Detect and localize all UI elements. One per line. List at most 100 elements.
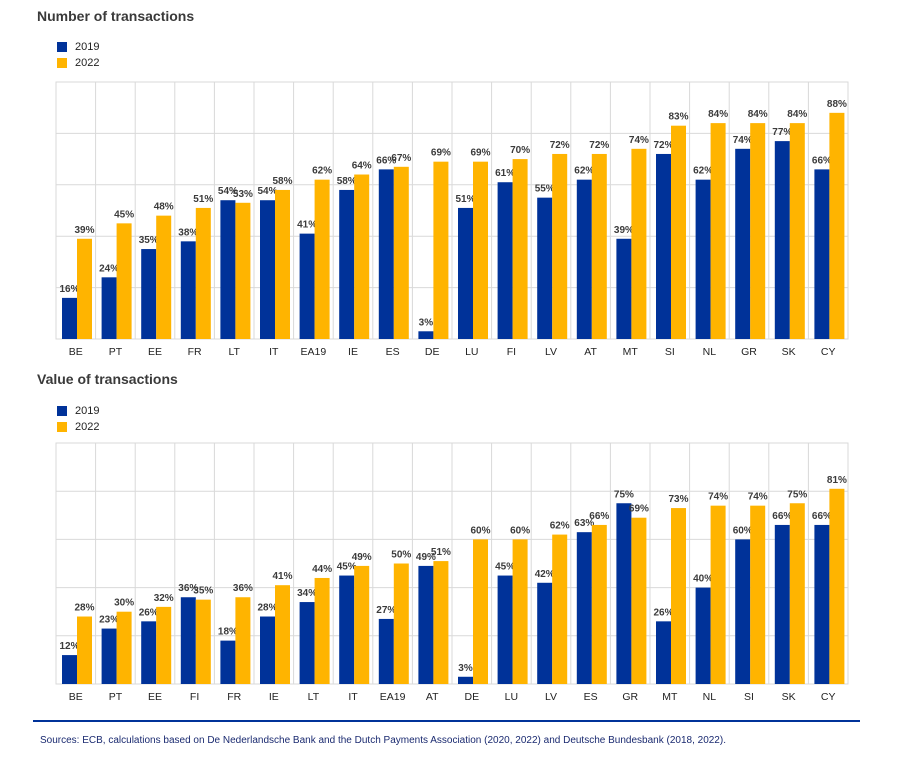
bar-2019-LV <box>537 582 553 684</box>
data-label-2019-FR: 38% <box>178 227 198 238</box>
data-label-2019-LT: 54% <box>218 186 238 197</box>
bar-2022-LT <box>235 202 251 339</box>
data-label-2022-ES: 67% <box>391 153 411 164</box>
x-tick-label-EA19: EA19 <box>301 346 327 358</box>
data-label-2019-LU: 51% <box>455 194 475 205</box>
bar-2019-LU <box>458 207 473 339</box>
bar-2019-SI <box>735 539 751 684</box>
data-label-2019-AT: 62% <box>574 166 594 177</box>
bar-2019-ES <box>378 169 394 339</box>
data-label-2019-DE: 3% <box>458 663 473 674</box>
x-tick-label-FR: FR <box>188 346 202 358</box>
data-label-2022-BE: 39% <box>74 225 94 236</box>
bar-2022-SI <box>750 505 766 684</box>
chart-number-of-transactions: 16%39%BE24%45%PT35%48%EE38%51%FR54%53%LT… <box>55 81 849 358</box>
data-label-2022-LU: 60% <box>510 525 530 536</box>
data-label-2022-FR: 51% <box>193 194 213 205</box>
data-label-2022-DE: 60% <box>470 525 490 536</box>
bar-2019-NL <box>695 179 711 339</box>
x-tick-label-EE: EE <box>148 691 162 703</box>
data-label-2019-GR: 74% <box>733 135 753 146</box>
data-label-2019-CY: 66% <box>812 511 832 522</box>
data-label-2022-LT: 53% <box>233 189 253 200</box>
data-label-2019-EE: 26% <box>139 607 159 618</box>
x-tick-label-CY: CY <box>821 691 836 703</box>
x-tick-label-DE: DE <box>425 346 440 358</box>
legend-label-2019: 2019 <box>75 41 100 53</box>
bar-2019-FI <box>497 182 513 339</box>
bar-2019-LU <box>497 575 513 684</box>
legend-swatch-2019 <box>57 42 67 52</box>
data-label-2022-FI: 35% <box>193 586 213 597</box>
data-label-2022-PT: 30% <box>114 598 134 609</box>
x-tick-label-BE: BE <box>69 346 83 358</box>
x-tick-label-LU: LU <box>505 691 518 703</box>
data-label-2022-EE: 48% <box>154 202 174 213</box>
data-label-2022-MT: 73% <box>668 494 688 505</box>
legend-item-2019: 2019 <box>57 403 99 419</box>
data-label-2022-LU: 69% <box>470 148 490 159</box>
x-tick-label-DE: DE <box>465 691 480 703</box>
data-label-2022-ES: 66% <box>589 511 609 522</box>
bar-2019-SI <box>656 153 671 339</box>
x-tick-label-FI: FI <box>190 691 199 703</box>
data-label-2022-EA19: 50% <box>391 550 411 561</box>
x-tick-label-EA19: EA19 <box>380 691 406 703</box>
bar-2022-MT <box>631 148 647 339</box>
bar-2019-AT <box>418 565 434 684</box>
data-label-2022-CY: 88% <box>827 99 847 110</box>
data-label-2022-CY: 81% <box>827 475 847 486</box>
bar-2022-IT <box>275 189 290 339</box>
bar-2022-NL <box>710 505 726 684</box>
chart-1-title: Number of transactions <box>37 8 195 24</box>
chart-value-of-transactions: 12%28%BE23%30%PT26%32%EE36%35%FI18%36%FR… <box>55 442 849 703</box>
bar-2019-AT <box>576 179 592 339</box>
bar-2022-GR <box>750 123 766 340</box>
bar-2022-FI <box>512 159 528 339</box>
bar-2022-LU <box>473 161 488 339</box>
data-label-2019-CY: 66% <box>812 155 832 166</box>
x-tick-label-AT: AT <box>426 691 439 703</box>
data-label-2019-MT: 39% <box>614 225 634 236</box>
x-tick-label-IE: IE <box>269 691 279 703</box>
data-label-2022-IE: 41% <box>272 571 292 582</box>
x-tick-label-SK: SK <box>782 346 796 358</box>
bar-2019-PT <box>101 277 117 339</box>
bar-2022-AT <box>433 561 449 684</box>
data-label-2019-AT: 49% <box>416 552 436 563</box>
data-label-2022-SI: 74% <box>748 492 768 503</box>
bar-2022-PT <box>116 223 132 339</box>
bar-2022-FR <box>195 207 211 339</box>
bar-2022-GR <box>631 517 647 684</box>
data-label-2019-EA19: 27% <box>376 605 396 616</box>
data-label-2019-EE: 35% <box>139 235 159 246</box>
data-label-2019-LT: 34% <box>297 588 317 599</box>
bar-2019-FI <box>180 597 196 684</box>
bar-2022-PT <box>116 611 132 684</box>
bar-2019-GR <box>735 148 751 339</box>
data-label-2022-AT: 51% <box>431 547 451 558</box>
data-label-2022-LV: 62% <box>550 521 570 532</box>
data-label-2019-GR: 75% <box>614 489 634 500</box>
x-tick-label-AT: AT <box>584 346 597 358</box>
x-tick-label-PT: PT <box>109 691 123 703</box>
bar-2019-ES <box>576 532 592 684</box>
bar-2022-FI <box>195 599 211 684</box>
data-label-2019-FI: 36% <box>178 583 198 594</box>
bar-2019-GR <box>616 503 632 684</box>
bar-2019-IT <box>260 200 275 339</box>
bar-2019-FR <box>180 241 196 339</box>
x-tick-label-IT: IT <box>348 691 358 703</box>
bar-2022-MT <box>671 508 686 684</box>
data-label-2022-DE: 69% <box>431 148 451 159</box>
bar-2019-PT <box>101 628 117 684</box>
data-label-2019-IE: 58% <box>337 176 357 187</box>
x-tick-label-SI: SI <box>744 691 754 703</box>
legend-label-2022: 2022 <box>75 421 100 433</box>
bar-2019-MT <box>656 621 671 684</box>
x-tick-label-LT: LT <box>308 691 320 703</box>
data-label-2022-LT: 44% <box>312 564 332 575</box>
x-tick-label-MT: MT <box>623 346 639 358</box>
x-tick-label-LT: LT <box>228 346 240 358</box>
chart-1-legend: 2019 2022 <box>57 39 99 71</box>
